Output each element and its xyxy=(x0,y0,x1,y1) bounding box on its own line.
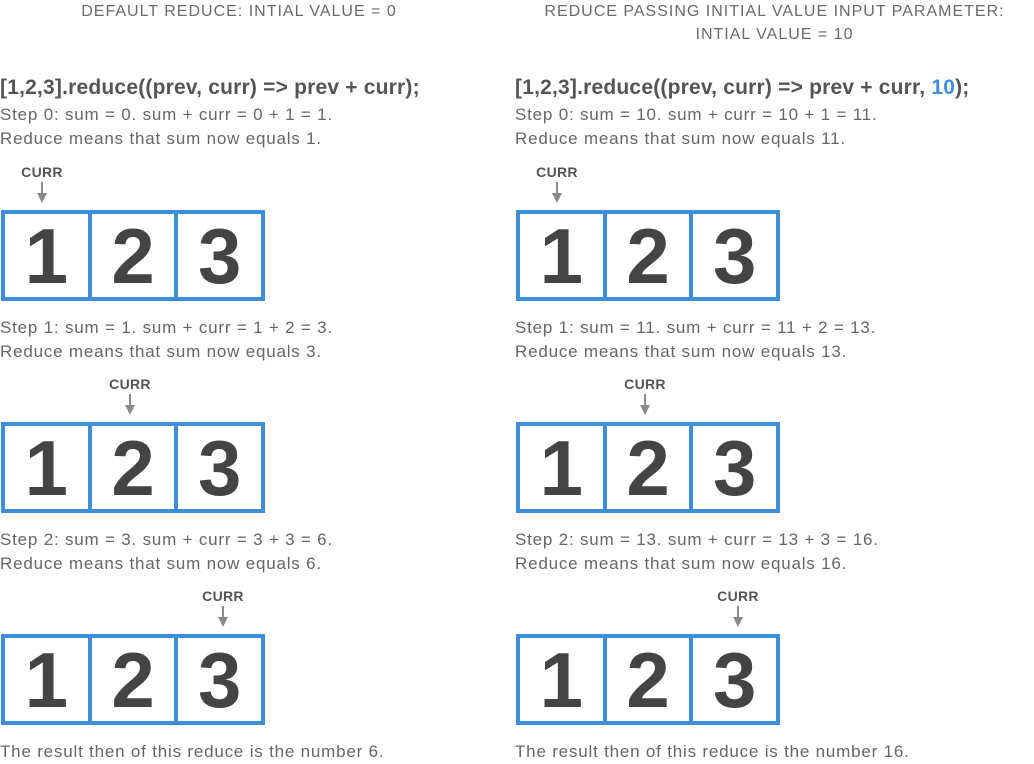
array-box: 1 2 3 xyxy=(1,422,265,513)
step-line: Step 1: sum = 11. sum + curr = 11 + 2 = … xyxy=(515,318,877,337)
step-line: Step 1: sum = 1. sum + curr = 1 + 2 = 3. xyxy=(0,318,333,337)
code-line: [1,2,3].reduce((prev, curr) => prev + cu… xyxy=(515,76,970,100)
result-text: The result then of this reduce is the nu… xyxy=(0,742,385,761)
array-cell: 3 xyxy=(197,635,242,724)
step-1-text: Step 1: sum = 11. sum + curr = 11 + 2 = … xyxy=(515,316,876,364)
array-box: 1 2 3 xyxy=(1,634,265,725)
step-line: Step 0: sum = 0. sum + curr = 0 + 1 = 1. xyxy=(0,105,333,124)
step-line: Reduce means that sum now equals 6. xyxy=(0,554,322,573)
curr-pointer: CURR xyxy=(708,588,768,628)
arrow-down-icon xyxy=(37,182,47,203)
array-box: 1 2 3 xyxy=(1,210,265,301)
step-line: Reduce means that sum now equals 11. xyxy=(515,129,846,148)
curr-pointer: CURR xyxy=(12,164,72,204)
curr-pointer: CURR xyxy=(193,588,253,628)
array-cell: 3 xyxy=(712,423,757,512)
step-2-text: Step 2: sum = 3. sum + curr = 3 + 3 = 6.… xyxy=(0,528,333,576)
array-box: 1 2 3 xyxy=(516,634,780,725)
pointer-label: CURR xyxy=(109,376,151,392)
step-line: Reduce means that sum now equals 16. xyxy=(515,554,848,573)
heading-line: REDUCE PASSING INITIAL VALUE INPUT PARAM… xyxy=(544,3,1005,20)
pointer-label: CURR xyxy=(624,376,666,392)
array-cell: 1 xyxy=(5,638,92,721)
code-suffix: ); xyxy=(955,76,970,99)
step-line: Reduce means that sum now equals 3. xyxy=(0,342,322,361)
array-cell: 2 xyxy=(92,638,179,721)
array-box: 1 2 3 xyxy=(516,422,780,513)
array-cell: 2 xyxy=(607,638,694,721)
curr-pointer: CURR xyxy=(527,164,587,204)
step-line: Step 0: sum = 10. sum + curr = 10 + 1 = … xyxy=(515,105,878,124)
step-0-text: Step 0: sum = 10. sum + curr = 10 + 1 = … xyxy=(515,103,877,151)
array-cell: 2 xyxy=(607,214,694,297)
arrow-down-icon xyxy=(733,606,743,627)
array-box: 1 2 3 xyxy=(516,210,780,301)
arrow-down-icon xyxy=(552,182,562,203)
array-cell: 3 xyxy=(197,423,242,512)
heading-line: INTIAL VALUE = 10 xyxy=(695,26,854,43)
step-2-text: Step 2: sum = 13. sum + curr = 13 + 3 = … xyxy=(515,528,879,576)
curr-pointer: CURR xyxy=(100,376,160,416)
array-cell: 3 xyxy=(712,211,757,300)
code-line: [1,2,3].reduce((prev, curr) => prev + cu… xyxy=(0,76,420,99)
curr-pointer: CURR xyxy=(615,376,675,416)
initial-value-highlight: 10 xyxy=(931,76,956,99)
array-cell: 1 xyxy=(520,638,607,721)
pointer-label: CURR xyxy=(21,164,63,180)
column-heading: REDUCE PASSING INITIAL VALUE INPUT PARAM… xyxy=(515,0,1034,46)
arrow-down-icon xyxy=(125,394,135,415)
initial-value-reduce-column: REDUCE PASSING INITIAL VALUE INPUT PARAM… xyxy=(515,0,1034,761)
pointer-label: CURR xyxy=(717,588,759,604)
default-reduce-column: DEFAULT REDUCE: INTIAL VALUE = 0 [1,2,3]… xyxy=(0,0,510,761)
array-cell: 3 xyxy=(197,211,242,300)
step-line: Step 2: sum = 13. sum + curr = 13 + 3 = … xyxy=(515,530,879,549)
array-cell: 1 xyxy=(5,426,92,509)
array-cell: 1 xyxy=(520,214,607,297)
column-heading: DEFAULT REDUCE: INTIAL VALUE = 0 xyxy=(81,3,397,20)
pointer-label: CURR xyxy=(202,588,244,604)
step-0-text: Step 0: sum = 0. sum + curr = 0 + 1 = 1.… xyxy=(0,103,333,151)
array-cell: 3 xyxy=(712,635,757,724)
step-line: Reduce means that sum now equals 1. xyxy=(0,129,322,148)
step-line: Reduce means that sum now equals 13. xyxy=(515,342,848,361)
array-cell: 2 xyxy=(607,426,694,509)
array-cell: 2 xyxy=(92,214,179,297)
array-cell: 2 xyxy=(92,426,179,509)
array-cell: 1 xyxy=(520,426,607,509)
step-1-text: Step 1: sum = 1. sum + curr = 1 + 2 = 3.… xyxy=(0,316,333,364)
result-text: The result then of this reduce is the nu… xyxy=(515,742,910,761)
arrow-down-icon xyxy=(640,394,650,415)
pointer-label: CURR xyxy=(536,164,578,180)
code-prefix: [1,2,3].reduce((prev, curr) => prev + cu… xyxy=(515,76,932,99)
step-line: Step 2: sum = 3. sum + curr = 3 + 3 = 6. xyxy=(0,530,333,549)
array-cell: 1 xyxy=(5,214,92,297)
arrow-down-icon xyxy=(218,606,228,627)
